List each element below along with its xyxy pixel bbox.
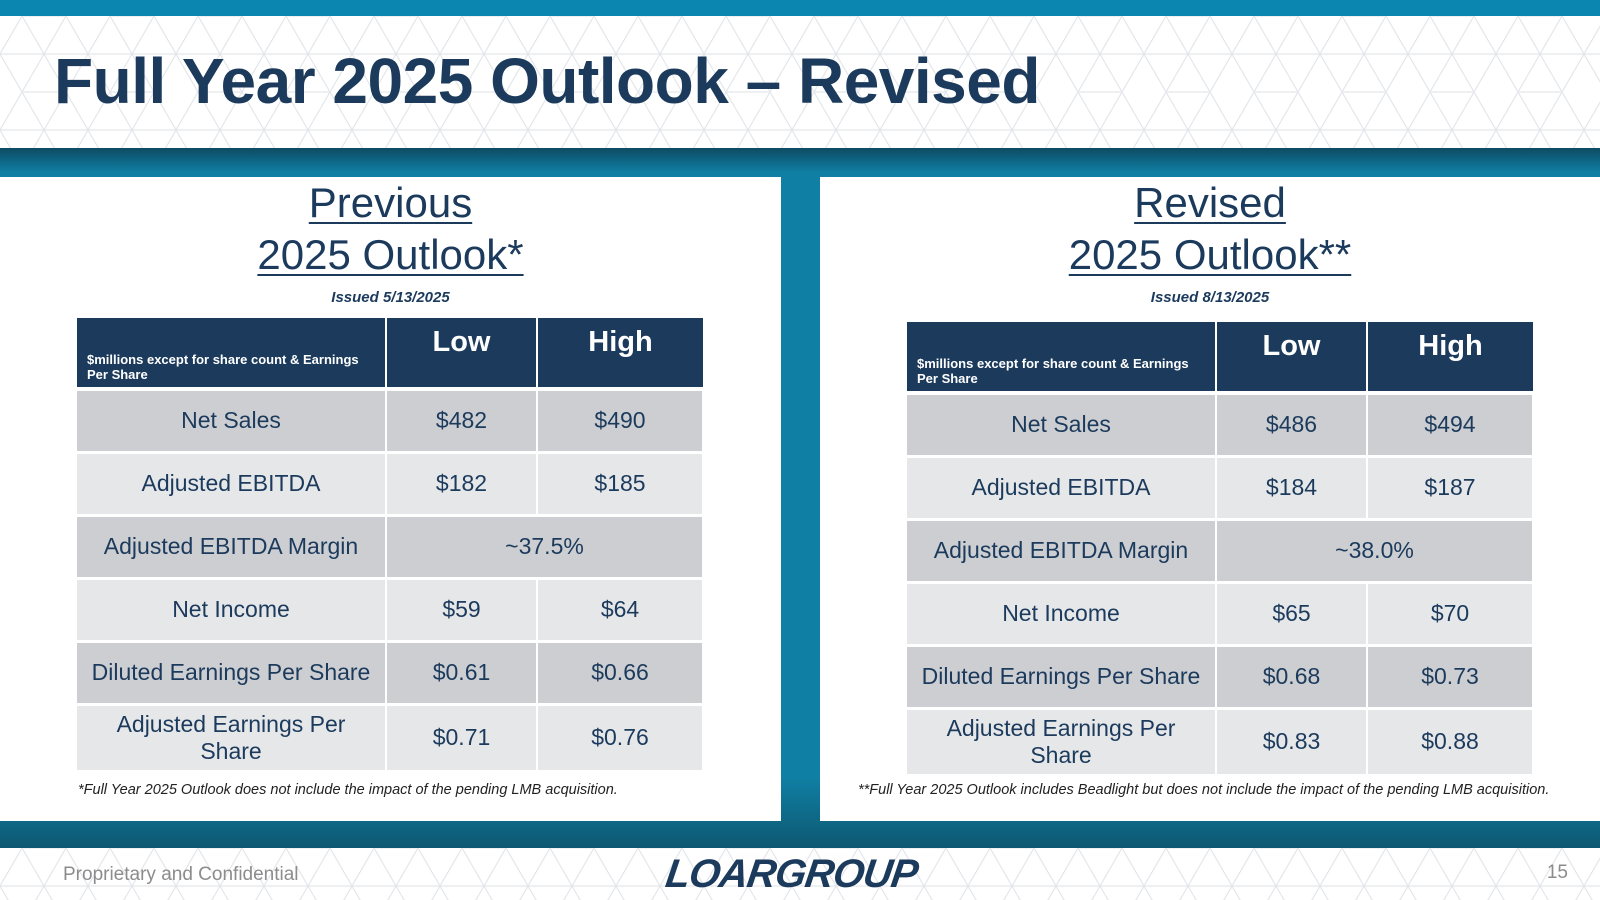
row-label: Adjusted EBITDA Margin: [77, 513, 387, 578]
row-low: $0.83: [1216, 706, 1368, 774]
top-accent-bar: [0, 0, 1600, 16]
revised-footnote: **Full Year 2025 Outlook includes Beadli…: [858, 782, 1550, 798]
previous-outlook-panel: Previous 2025 Outlook* Issued 5/13/2025 …: [0, 177, 781, 821]
row-merged-value: ~37.5%: [386, 513, 704, 578]
row-high: $187: [1367, 454, 1534, 519]
row-label: Diluted Earnings Per Share: [77, 639, 387, 704]
revised-issued-date: Issued 8/13/2025: [1150, 289, 1270, 306]
row-low: $184: [1216, 454, 1368, 519]
row-high: $0.76: [537, 702, 704, 770]
table-row: Adjusted Earnings Per Share $0.71 $0.76: [77, 702, 704, 770]
row-label: Net Income: [77, 576, 387, 641]
row-label: Diluted Earnings Per Share: [907, 643, 1217, 708]
row-high: $490: [537, 387, 704, 452]
table-row: Net Income $59 $64: [77, 576, 704, 641]
row-low: $486: [1216, 391, 1368, 456]
table-row: Adjusted EBITDA Margin ~38.0%: [907, 517, 1534, 582]
slide-title: Full Year 2025 Outlook – Revised: [54, 45, 1040, 117]
table-row: Adjusted EBITDA Margin ~37.5%: [77, 513, 704, 578]
revised-heading-line2: 2025 Outlook**: [1068, 231, 1352, 278]
table-row: Net Income $65 $70: [907, 580, 1534, 645]
previous-heading-line1: Previous: [308, 179, 473, 226]
row-label: Net Sales: [907, 391, 1217, 456]
row-label: Net Sales: [77, 387, 387, 452]
previous-issued-date: Issued 5/13/2025: [331, 289, 450, 306]
row-merged-value: ~38.0%: [1216, 517, 1534, 582]
page-number: 15: [1546, 862, 1568, 883]
revised-header-note: $millions except for share count & Earni…: [907, 322, 1217, 393]
previous-heading-line2: 2025 Outlook*: [257, 231, 524, 278]
row-label: Net Income: [907, 580, 1217, 645]
footer: Proprietary and Confidential LOARGROUP 1…: [0, 848, 1600, 900]
previous-col-high: High: [537, 318, 703, 389]
table-row: Diluted Earnings Per Share $0.61 $0.66: [77, 639, 704, 704]
footer-hex-pattern: [0, 848, 1600, 900]
table-row: Adjusted EBITDA $182 $185: [77, 450, 704, 515]
revised-heading-line1: Revised: [1134, 179, 1286, 226]
row-high: $0.73: [1367, 643, 1534, 708]
table-row: Net Sales $486 $494: [907, 391, 1534, 456]
loar-group-logo: LOARGROUP: [662, 852, 921, 896]
row-low: $182: [386, 450, 538, 515]
row-high: $185: [537, 450, 704, 515]
table-row: Diluted Earnings Per Share $0.68 $0.73: [907, 643, 1534, 708]
row-high: $70: [1367, 580, 1534, 645]
revised-outlook-panel: Revised 2025 Outlook** Issued 8/13/2025 …: [820, 177, 1600, 821]
previous-col-low: Low: [386, 318, 538, 389]
previous-header-note: $millions except for share count & Earni…: [77, 318, 387, 389]
row-label: Adjusted EBITDA: [907, 454, 1217, 519]
previous-footnote: *Full Year 2025 Outlook does not include…: [78, 782, 618, 798]
table-row: Adjusted Earnings Per Share $0.83 $0.88: [907, 706, 1534, 774]
row-label: Adjusted EBITDA: [77, 450, 387, 515]
previous-outlook-table: $millions except for share count & Earni…: [77, 318, 704, 770]
revised-outlook-table: $millions except for share count & Earni…: [907, 322, 1534, 774]
previous-heading: Previous 2025 Outlook*: [0, 177, 781, 281]
row-low: $65: [1216, 580, 1368, 645]
table-row: Adjusted EBITDA $184 $187: [907, 454, 1534, 519]
revised-col-high: High: [1367, 322, 1533, 393]
row-label: Adjusted Earnings Per Share: [907, 706, 1217, 774]
row-label: Adjusted EBITDA Margin: [907, 517, 1217, 582]
hex-pattern-background: [0, 16, 1600, 148]
row-high: $0.88: [1367, 706, 1534, 774]
confidential-label: Proprietary and Confidential: [63, 864, 299, 885]
row-low: $482: [386, 387, 538, 452]
row-high: $0.66: [537, 639, 704, 704]
row-label: Adjusted Earnings Per Share: [77, 702, 387, 770]
revised-col-low: Low: [1216, 322, 1368, 393]
row-high: $64: [537, 576, 704, 641]
title-area: Full Year 2025 Outlook – Revised: [0, 16, 1600, 148]
row-low: $0.68: [1216, 643, 1368, 708]
row-low: $59: [386, 576, 538, 641]
table-row: Net Sales $482 $490: [77, 387, 704, 452]
row-low: $0.71: [386, 702, 538, 770]
row-high: $494: [1367, 391, 1534, 456]
row-low: $0.61: [386, 639, 538, 704]
revised-heading: Revised 2025 Outlook**: [820, 177, 1600, 281]
